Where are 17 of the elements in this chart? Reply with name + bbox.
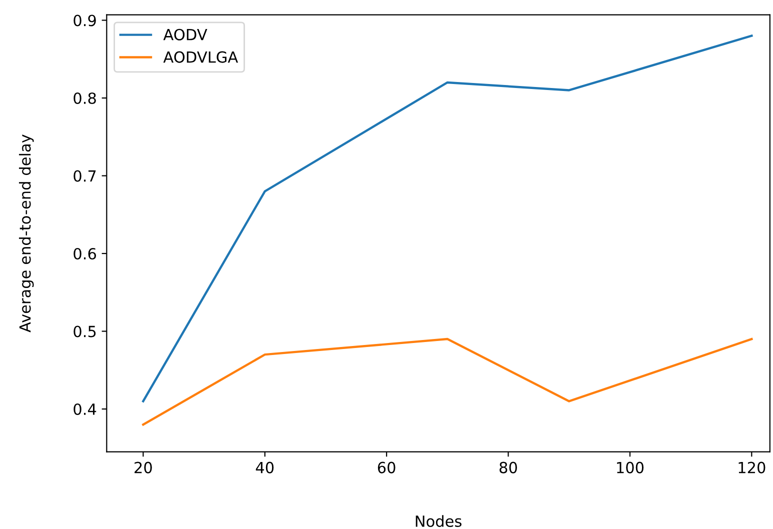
y-tick-label: 0.4 (74, 403, 96, 416)
legend-label: AODV (163, 28, 208, 40)
x-tick-label: 80 (500, 462, 517, 474)
x-tick-label: 100 (617, 462, 644, 474)
y-tick-label: 0.5 (74, 326, 96, 338)
y-tick-label: 0.7 (74, 170, 96, 182)
x-tick-label: 60 (378, 462, 396, 474)
y-tick-label: 0.6 (74, 248, 96, 260)
x-tick-label: 20 (134, 462, 152, 474)
y-tick-label: 0.9 (74, 14, 96, 26)
line-series (142, 338, 753, 426)
x-axis-title: Nodes (416, 515, 462, 527)
y-tick-label: 0.8 (74, 92, 96, 104)
legend-label: AODVLGA (163, 51, 238, 63)
y-axis-title: Average end-to-end delay (18, 134, 34, 332)
x-tick-label: 120 (738, 462, 766, 474)
x-tick-label: 40 (256, 462, 274, 474)
